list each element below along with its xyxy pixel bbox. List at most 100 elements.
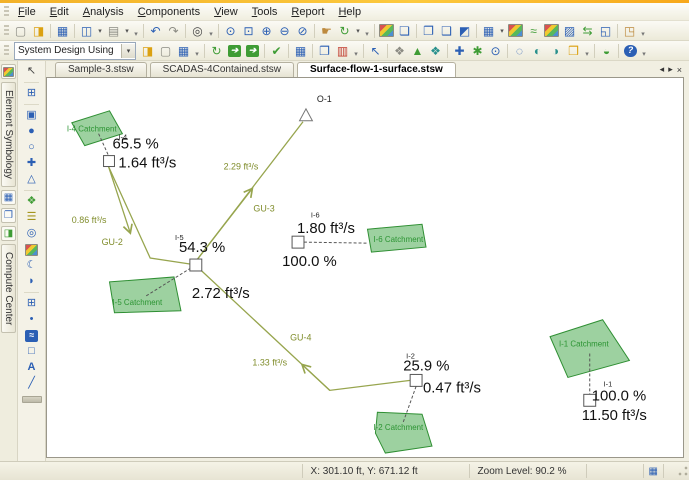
- workspace-icon[interactable]: [1, 64, 16, 79]
- node-o1[interactable]: [298, 107, 314, 122]
- zoom-query-icon[interactable]: ⊙: [490, 43, 501, 58]
- pond-tool-icon[interactable]: ◎: [26, 227, 37, 239]
- graph-icon[interactable]: [543, 23, 560, 39]
- redo-icon[interactable]: ↷: [168, 23, 179, 38]
- node-i5[interactable]: [189, 258, 203, 272]
- line-tool-icon[interactable]: ╱: [28, 377, 35, 389]
- open-icon[interactable]: ◨: [32, 23, 45, 38]
- clipboard-icon[interactable]: ▥: [336, 43, 349, 58]
- undo-icon[interactable]: ↶: [150, 23, 161, 38]
- compute-alternative-icon[interactable]: ➔: [244, 43, 261, 59]
- layers-icon[interactable]: ❐: [1, 207, 16, 223]
- pond-outlet-tool-icon[interactable]: ◗: [28, 275, 35, 287]
- palette-scroll-handle[interactable]: [21, 396, 42, 403]
- properties-icon[interactable]: ◳: [623, 23, 636, 38]
- gutter-tool-icon[interactable]: ☰: [26, 211, 37, 223]
- zoom-extents-icon[interactable]: ◱: [599, 23, 612, 38]
- web-icon[interactable]: ◒: [602, 43, 611, 58]
- channel-tool-icon[interactable]: ☾: [26, 259, 37, 271]
- flex-tables-icon[interactable]: ▦: [294, 43, 307, 58]
- profile-icon[interactable]: ≈: [530, 23, 537, 38]
- globe-icon[interactable]: ◐: [533, 43, 542, 58]
- menu-file[interactable]: File: [18, 5, 36, 18]
- validate-icon[interactable]: ✔: [271, 43, 282, 58]
- toolbar-overflow-icon[interactable]: ▾: [641, 31, 645, 38]
- menu-report[interactable]: Report: [291, 5, 325, 18]
- menu-tools[interactable]: Tools: [251, 5, 278, 18]
- outfall-tool-icon[interactable]: △: [27, 173, 36, 185]
- catalog-icon[interactable]: ❖: [430, 43, 441, 58]
- color-map-icon[interactable]: [507, 23, 524, 39]
- swap-arrows-icon[interactable]: ⇆: [582, 23, 593, 38]
- menu-analysis[interactable]: Analysis: [82, 5, 124, 18]
- new-window-icon[interactable]: ❐: [423, 23, 434, 38]
- help-icon[interactable]: ?: [622, 43, 639, 59]
- layers-icon[interactable]: ❏: [399, 23, 410, 38]
- box-tool-icon[interactable]: □: [28, 345, 35, 357]
- catchment-i4[interactable]: [71, 110, 124, 147]
- pan-icon[interactable]: ☛: [321, 23, 332, 38]
- menu-help[interactable]: Help: [338, 5, 362, 18]
- zoom-window-icon[interactable]: ⊡: [243, 23, 254, 38]
- node-tool-icon[interactable]: •: [29, 313, 34, 325]
- pattern-icon[interactable]: ▨: [563, 23, 576, 38]
- flex-tables-icon[interactable]: ▦: [1, 189, 16, 205]
- terrain-icon[interactable]: ▲: [411, 43, 424, 58]
- tab-surface-flow-1-surface[interactable]: Surface-flow-1-surface.stsw: [296, 62, 456, 77]
- node-i4[interactable]: [103, 155, 115, 168]
- text-tool-icon[interactable]: A: [27, 361, 36, 373]
- dropdown-caret-icon[interactable]: ▾: [98, 27, 102, 35]
- node-i2[interactable]: [409, 373, 423, 387]
- culvert-tool-icon[interactable]: ⊞: [26, 297, 37, 309]
- dock-tab-element-symbology[interactable]: Element Symbology: [1, 82, 16, 187]
- scenario-icon[interactable]: ◨: [1, 225, 16, 241]
- catchment-tool-icon[interactable]: ❖: [26, 195, 37, 207]
- scenario-combo-value[interactable]: System Design Using: [18, 45, 114, 56]
- print-icon[interactable]: ▤: [107, 23, 120, 38]
- cascade-window-icon[interactable]: ◩: [458, 23, 471, 38]
- aerial-view-icon[interactable]: [378, 23, 395, 39]
- toolbar-overflow-icon[interactable]: ▾: [642, 51, 646, 58]
- conduit-tool-icon[interactable]: ▣: [26, 109, 37, 121]
- zoom-back-icon[interactable]: ⊘: [297, 23, 308, 38]
- toolbar-grip[interactable]: [4, 5, 9, 18]
- scenario-folder-icon[interactable]: ◨: [141, 43, 154, 58]
- status-save-icon[interactable]: ▦: [642, 464, 663, 478]
- toolbar-overflow-icon[interactable]: ▾: [134, 31, 138, 38]
- menu-view[interactable]: View: [214, 5, 238, 18]
- lasso-icon[interactable]: ◌: [515, 43, 524, 58]
- new-scenario-icon[interactable]: ▢: [159, 43, 172, 58]
- resize-grip[interactable]: [676, 464, 689, 478]
- dock-tab-compute-center[interactable]: Compute Center: [1, 243, 16, 334]
- catchment-i2[interactable]: [374, 411, 433, 454]
- folders-icon[interactable]: ❒: [568, 43, 579, 58]
- background-image-icon[interactable]: [21, 242, 42, 257]
- manhole-tool-icon[interactable]: ●: [28, 125, 35, 137]
- tab-scadas-4contained[interactable]: SCADAS-4Contained.stsw: [149, 62, 294, 77]
- save-icon[interactable]: ▦: [56, 23, 69, 38]
- catch-basin-tool-icon[interactable]: ○: [28, 141, 35, 153]
- select-window-icon[interactable]: ❑: [441, 23, 452, 38]
- alternatives-icon[interactable]: ▦: [177, 43, 190, 58]
- catchment-i6[interactable]: [366, 223, 427, 253]
- tab-sample-3[interactable]: Sample-3.stsw: [55, 62, 147, 77]
- catchment-i1[interactable]: [549, 319, 631, 379]
- cross-section-tool-icon[interactable]: ✚: [26, 157, 37, 169]
- tab-scroll-right-icon[interactable]: ▸: [668, 64, 673, 74]
- flex-table-icon[interactable]: ▦: [482, 23, 495, 38]
- find-icon[interactable]: ◎: [192, 23, 203, 38]
- drawing-canvas[interactable]: 0.86 ft³/s GU-2 2.29 ft³/s GU-3 GU-4 1.3…: [47, 78, 683, 457]
- combo-caret-icon[interactable]: ▾: [121, 43, 135, 58]
- scenario-combo[interactable]: System Design Using ▾: [14, 41, 136, 60]
- toolbar-overflow-icon[interactable]: ▾: [195, 51, 199, 58]
- refresh-icon[interactable]: ↻: [339, 23, 350, 38]
- toolbar-overflow-icon[interactable]: ▾: [354, 51, 358, 58]
- weir-tool-icon[interactable]: ≈: [21, 328, 42, 343]
- layout-tool-icon[interactable]: ⊞: [26, 87, 37, 99]
- globe-sync-icon[interactable]: ◑: [551, 43, 560, 58]
- copy-icon[interactable]: ❐: [319, 43, 330, 58]
- zoom-in-icon[interactable]: ⊕: [261, 23, 272, 38]
- link-gu2[interactable]: [107, 166, 190, 265]
- dropdown-caret-icon[interactable]: ▾: [356, 27, 360, 35]
- compute-scenario-icon[interactable]: ↻: [211, 43, 222, 58]
